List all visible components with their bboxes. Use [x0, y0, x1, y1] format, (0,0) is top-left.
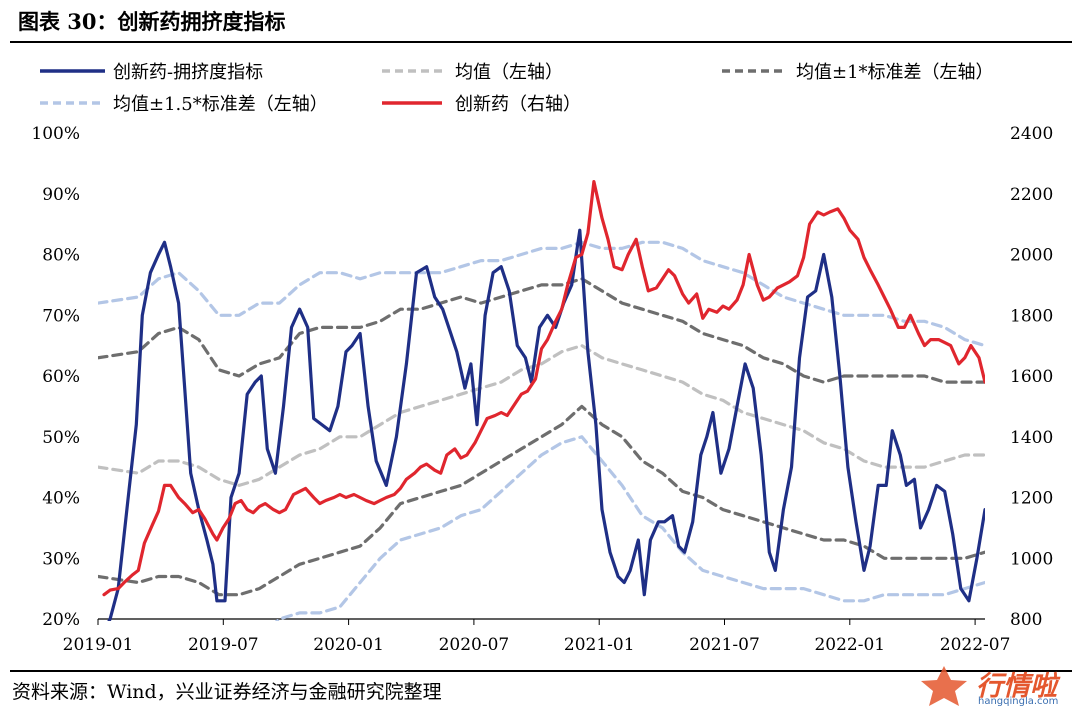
legend-label-mean: 均值（左轴）	[455, 62, 563, 83]
y-left-tick-label: 20%	[42, 610, 80, 630]
y-left-tick-label: 50%	[42, 428, 80, 448]
series-line-sd15b	[274, 435, 985, 621]
watermark-star-icon	[921, 666, 967, 706]
x-tick-label: 2019-07	[188, 635, 259, 655]
x-tick-label: 2021-01	[564, 635, 635, 655]
y-right-tick-label: 1600	[1010, 367, 1053, 387]
footer-divider	[10, 670, 1072, 672]
series-layer	[98, 180, 985, 621]
watermark-text: 行情啦	[976, 671, 1057, 702]
x-tick-label: 2020-01	[313, 635, 384, 655]
series-line-sd1b	[98, 404, 985, 597]
legend-label-crowd: 创新药-拥挤度指标	[113, 62, 263, 83]
y-right-tick-label: 800	[1010, 610, 1042, 630]
page-title: 图表 30：创新药拥挤度指标	[18, 9, 286, 34]
y-right-tick-label: 1000	[1010, 549, 1053, 569]
title-divider	[10, 41, 1072, 43]
x-tick-label: 2019-01	[63, 635, 134, 655]
axes: 2019-01 2019-07 2020-01 2020-07 2021-01 2021-…	[31, 124, 1053, 655]
series-line-crowd	[107, 228, 985, 621]
legend-label-sd1: 均值±1*标准差（左轴）	[796, 62, 994, 83]
y-left-tick-label: 100%	[31, 124, 80, 144]
y-left-tick-label: 60%	[42, 367, 80, 387]
series-line-sd15	[98, 240, 985, 348]
y-left-tick-label: 90%	[42, 185, 80, 205]
y-left-tick-label: 40%	[42, 489, 80, 509]
source-note: 资料来源：Wind，兴业证券经济与金融研究院整理	[12, 681, 442, 703]
series-line-mean	[98, 344, 985, 487]
y-left-tick-label: 30%	[42, 549, 80, 569]
y-right-tick-label: 2200	[1010, 185, 1053, 205]
legend-label-price: 创新药（右轴）	[455, 94, 581, 115]
y-left-tick-label: 80%	[42, 246, 80, 266]
legend-label-sd15: 均值±1.5*标准差（左轴）	[113, 94, 328, 115]
y-right-tick-label: 1800	[1010, 306, 1053, 326]
series-line-sd1	[98, 277, 985, 384]
watermark-subtext: hangqingla.com	[978, 696, 1059, 707]
x-tick-label: 2022-07	[940, 635, 1011, 655]
series-line-price	[102, 180, 985, 597]
legend: 创新药-拥挤度指标 均值（左轴） 均值±1*标准差（左轴） 均值±1.5*标准差…	[40, 62, 994, 115]
y-right-tick-label: 1400	[1010, 428, 1053, 448]
x-tick-label: 2021-07	[689, 635, 760, 655]
y-right-tick-label: 2000	[1010, 246, 1053, 266]
y-left-tick-label: 70%	[42, 306, 80, 326]
watermark: 行情啦 hangqingla.com	[914, 664, 1072, 708]
y-right-tick-label: 1200	[1010, 489, 1053, 509]
y-right-tick-label: 2400	[1010, 124, 1053, 144]
x-tick-label: 2020-07	[439, 635, 510, 655]
x-tick-label: 2022-01	[814, 635, 885, 655]
